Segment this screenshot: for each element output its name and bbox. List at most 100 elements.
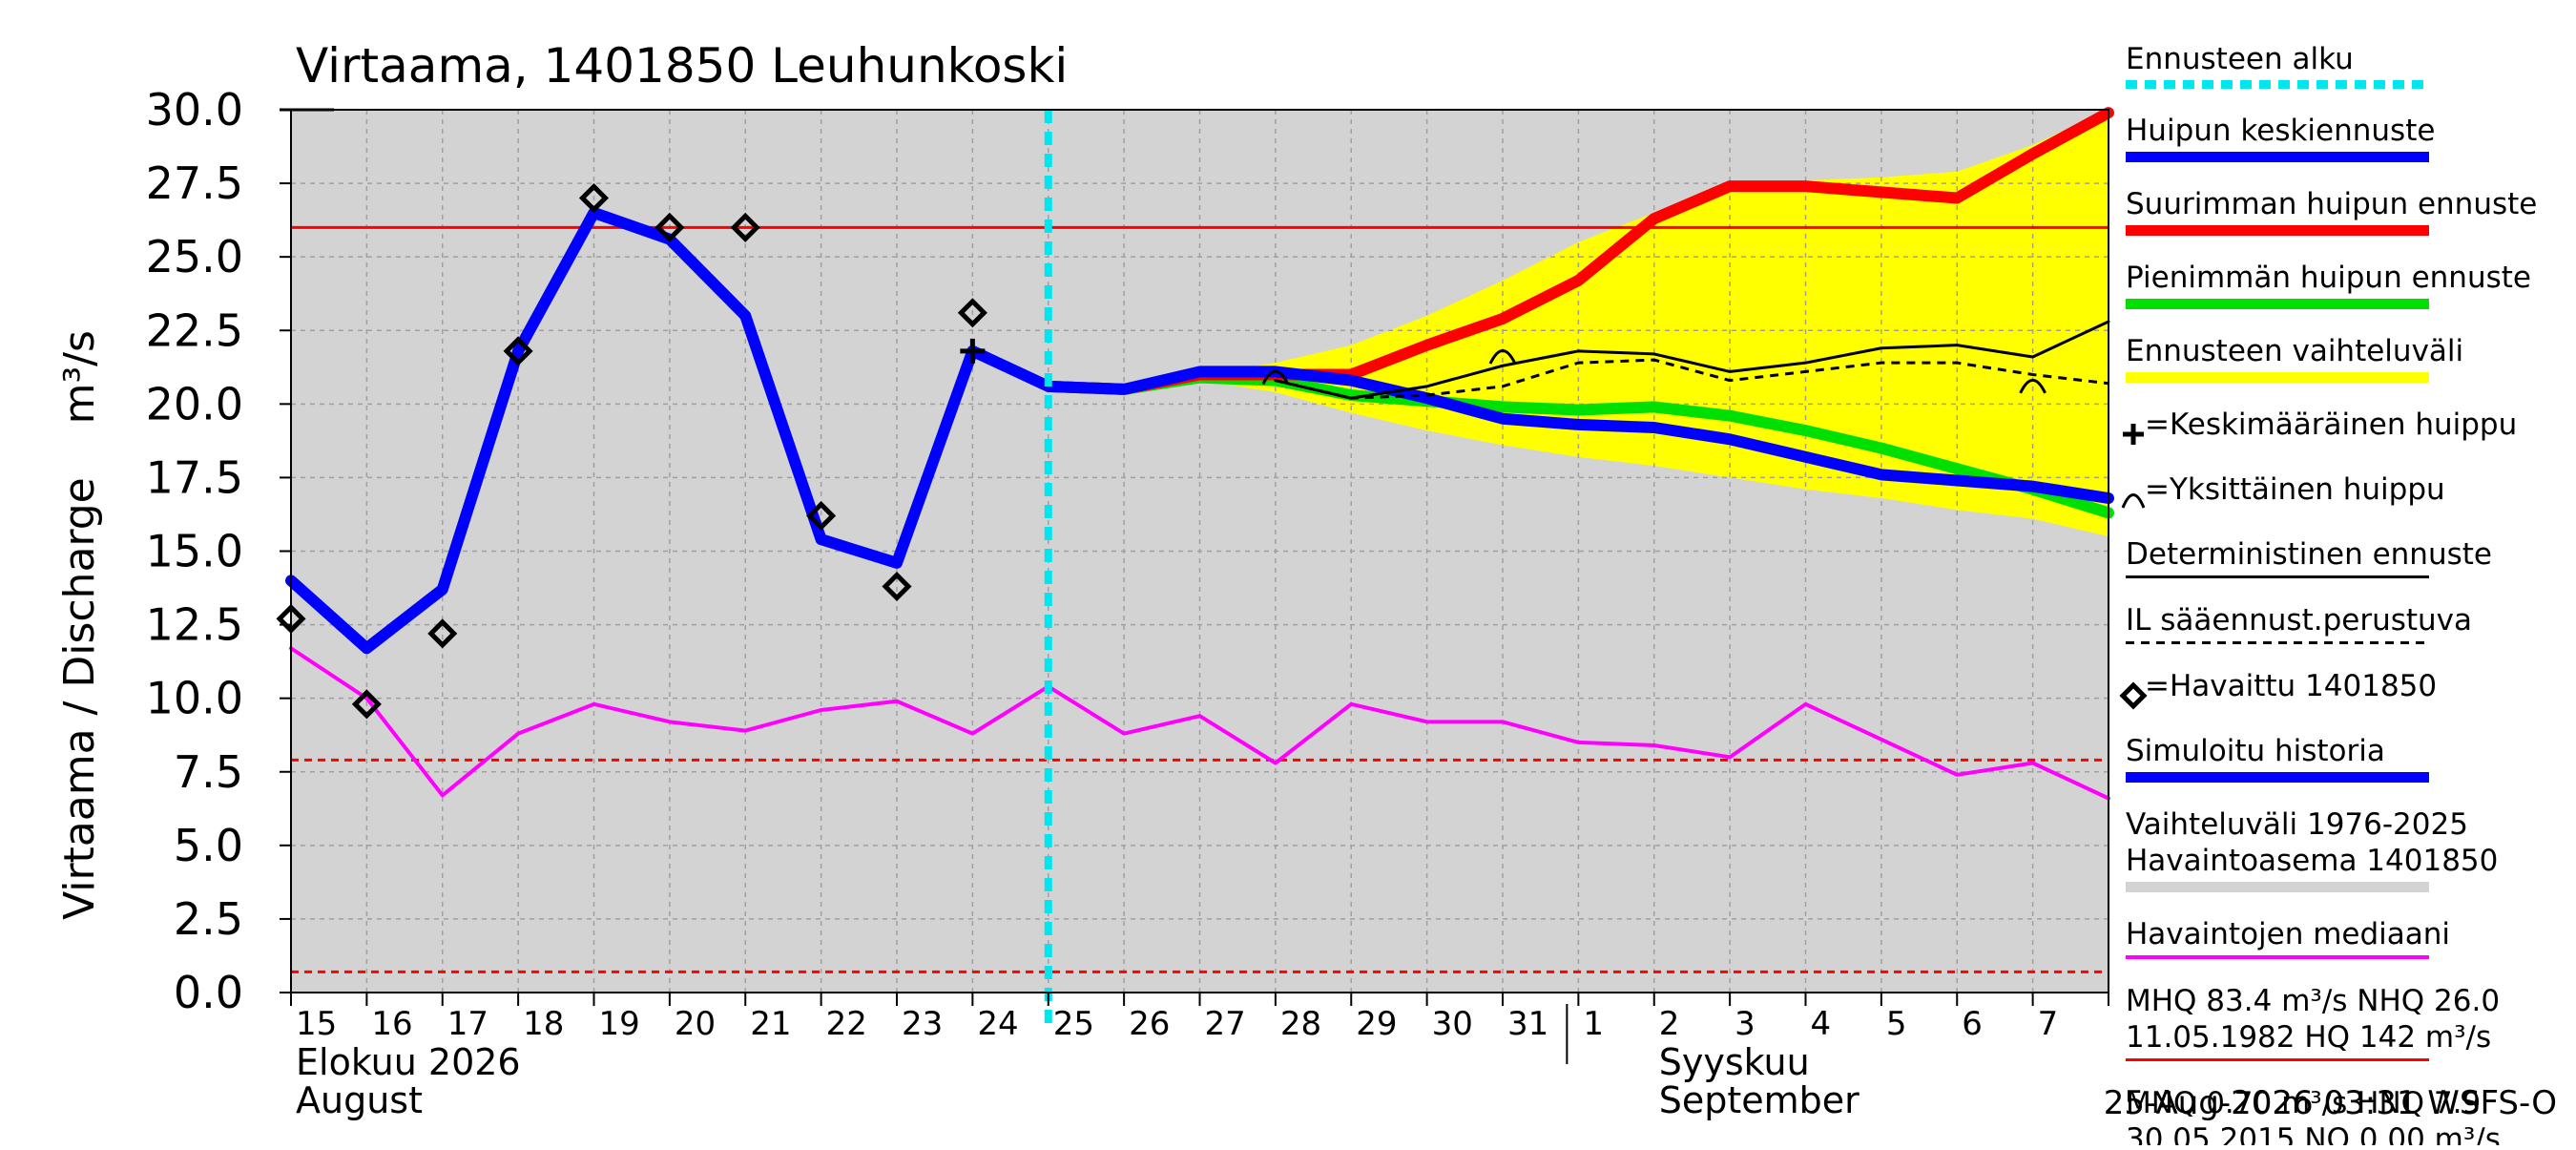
- observed-point: [806, 500, 837, 532]
- legend-label: Deterministinen ennuste: [2126, 537, 2492, 572]
- y-tick-label: 12.5: [146, 599, 243, 651]
- legend-label: Havaintoasema 1401850: [2126, 844, 2498, 878]
- legend-entry-ennusteen-alku: Ennusteen alku: [2126, 42, 2429, 89]
- x-tick-label: 29: [1356, 1005, 1397, 1043]
- x-tick-label: 3: [1735, 1005, 1755, 1043]
- y-tick-label: 25.0: [146, 231, 243, 282]
- month-label: Elokuu 2026: [296, 1041, 521, 1083]
- legend-entry-keskim-r-inen-huippu: =Keskimääräinen huippu: [2123, 408, 2517, 445]
- single-peak-marker: [2019, 378, 2046, 394]
- y-axis-label: Virtaama / Discharge m³/s: [55, 330, 104, 920]
- series-line-deterministinen-ennuste: [1274, 320, 2110, 400]
- x-tick-label: 20: [675, 1005, 716, 1043]
- legend-label: Vaihteluväli 1976-2025: [2126, 807, 2468, 842]
- legend-entry-mhq-83-4-m-s-nhq-26-0: MHQ 83.4 m³/s NHQ 26.011.05.1982 HQ 142 …: [2126, 984, 2500, 1061]
- legend-label: Simuloitu historia: [2126, 734, 2385, 768]
- x-tick-label: 4: [1811, 1005, 1832, 1043]
- legend-entry-simuloitu-historia: Simuloitu historia: [2126, 734, 2429, 783]
- x-tick-label: 2: [1659, 1005, 1680, 1043]
- legend-entry-yksitt-inen-huippu: =Yksittäinen huippu: [2121, 472, 2445, 509]
- x-tick-label: 23: [902, 1005, 943, 1043]
- observed-points: [276, 182, 987, 720]
- observed-point: [882, 571, 912, 602]
- y-tick-label: 17.5: [146, 451, 243, 503]
- observed-point: [578, 182, 610, 214]
- legend-symbol-plus: [2123, 424, 2144, 445]
- legend-label: Pienimmän huipun ennuste: [2126, 261, 2531, 295]
- x-tick-label: 26: [1129, 1005, 1170, 1043]
- legend-entry-pienimm-n-huipun-ennuste: Pienimmän huipun ennuste: [2126, 261, 2531, 309]
- observed-point: [427, 618, 458, 649]
- x-tick-label: 31: [1507, 1005, 1548, 1043]
- grid: [291, 110, 2109, 993]
- y-tick-label: 0.0: [174, 967, 243, 1018]
- legend-label: Suurimman huipun ennuste: [2126, 187, 2537, 221]
- legend-label: Ennusteen alku: [2126, 42, 2354, 76]
- x-tick-label: 24: [977, 1005, 1018, 1043]
- x-tick-label: 22: [826, 1005, 867, 1043]
- legend: Ennusteen alku Huipun keskiennuste Suurimm…: [2119, 42, 2537, 1150]
- single-peak-marker: [1488, 349, 1517, 365]
- x-tick-label: 15: [296, 1005, 337, 1043]
- month-label: September: [1659, 1079, 1859, 1121]
- legend-entry-ennusteen-vaihteluv-li: Ennusteen vaihteluväli: [2126, 334, 2463, 383]
- legend-label: Huipun keskiennuste: [2126, 114, 2435, 148]
- legend-label: Havaintojen mediaani: [2126, 917, 2450, 951]
- y-tick-label: 15.0: [146, 526, 243, 577]
- legend-entry-suurimman-huipun-ennuste: Suurimman huipun ennuste: [2126, 187, 2537, 236]
- legend-label: IL sääennust.perustuva: [2126, 603, 2472, 638]
- legend-label: =Havaittu 1401850: [2145, 669, 2437, 703]
- legend-entry-havaittu-1401850: =Havaittu 1401850: [2119, 669, 2437, 710]
- legend-label: =Keskimääräinen huippu: [2145, 408, 2517, 442]
- legend-label: 11.05.1982 HQ 142 m³/s: [2126, 1020, 2491, 1055]
- legend-entry-il-s-ennust-perustuva: IL sääennust.perustuva: [2126, 603, 2472, 644]
- y-tick-label: 7.5: [174, 746, 243, 798]
- x-tick-label: 27: [1205, 1005, 1246, 1043]
- legend-symbol-diamond: [2119, 681, 2148, 710]
- x-tick-label: 16: [371, 1005, 412, 1043]
- chart-title: Virtaama, 1401850 Leuhunkoski: [296, 38, 1068, 94]
- mean-peak-marker: [960, 338, 986, 364]
- x-tick-label: 25: [1053, 1005, 1094, 1043]
- x-tick-label: 6: [1962, 1005, 1983, 1043]
- legend-label: Ennusteen vaihteluväli: [2126, 334, 2463, 368]
- legend-label: 30.05.2015 NQ 0.00 m³/s: [2126, 1122, 2501, 1145]
- legend-entry-mnq-0-70-m-s-hnq-7-9: MNQ 0.70 m³/s HNQ 7.930.05.2015 NQ 0.00 …: [2126, 1086, 2501, 1150]
- observed-point: [503, 336, 533, 366]
- x-tick-label: 17: [447, 1005, 488, 1043]
- observed-point: [957, 298, 987, 328]
- y-tick-label: 5.0: [174, 820, 243, 871]
- y-tick-label: 20.0: [146, 378, 243, 429]
- y-tick-label: 22.5: [146, 304, 243, 356]
- plot-area: [276, 107, 2114, 1031]
- legend-entry-deterministinen-ennuste: Deterministinen ennuste: [2126, 537, 2492, 578]
- x-tick-label: 21: [750, 1005, 791, 1043]
- x-tick-label: 18: [523, 1005, 564, 1043]
- y-tick-label: 27.5: [146, 157, 243, 209]
- series-line-il-s-ennust-perustuva: [1275, 358, 2109, 400]
- x-tick-label: 19: [599, 1005, 640, 1043]
- legend-label: MHQ 83.4 m³/s NHQ 26.0: [2126, 984, 2500, 1018]
- single-peak-marker: [1261, 369, 1290, 386]
- observed-point: [351, 689, 382, 720]
- y-tick-label: 30.0: [146, 84, 243, 136]
- legend-symbol-arc: [2121, 493, 2146, 509]
- legend-label: MNQ 0.70 m³/s HNQ 7.9: [2126, 1086, 2481, 1120]
- x-axis: 15 16 17 18 19 20 21 22 23 24 25 26 27 28 29 30 31 1 2 3 4 5 6…: [290, 993, 2109, 1121]
- y-axis: 0.0 2.5 5.0 7.5 10.0 12.5 15.0 17.5 20.0 22.5 25.0…: [146, 84, 334, 1018]
- x-tick-label: 28: [1280, 1005, 1321, 1043]
- legend-label: =Yksittäinen huippu: [2145, 472, 2445, 507]
- x-tick-label: 5: [1886, 1005, 1907, 1043]
- series-line-havaintojen-mediaani: [289, 646, 2110, 801]
- legend-entry-havaintojen-mediaani: Havaintojen mediaani: [2126, 917, 2450, 959]
- observed-point: [654, 212, 685, 242]
- legend-entry-huipun-keskiennuste: Huipun keskiennuste: [2126, 114, 2435, 162]
- y-tick-label: 10.0: [146, 673, 243, 724]
- x-tick-label: 7: [2038, 1005, 2059, 1043]
- observed-point: [730, 212, 760, 242]
- x-tick-label: 30: [1432, 1005, 1473, 1043]
- footer-timestamp: 25-Aug-2026 03:31 WSFS-O: [2104, 1084, 2557, 1122]
